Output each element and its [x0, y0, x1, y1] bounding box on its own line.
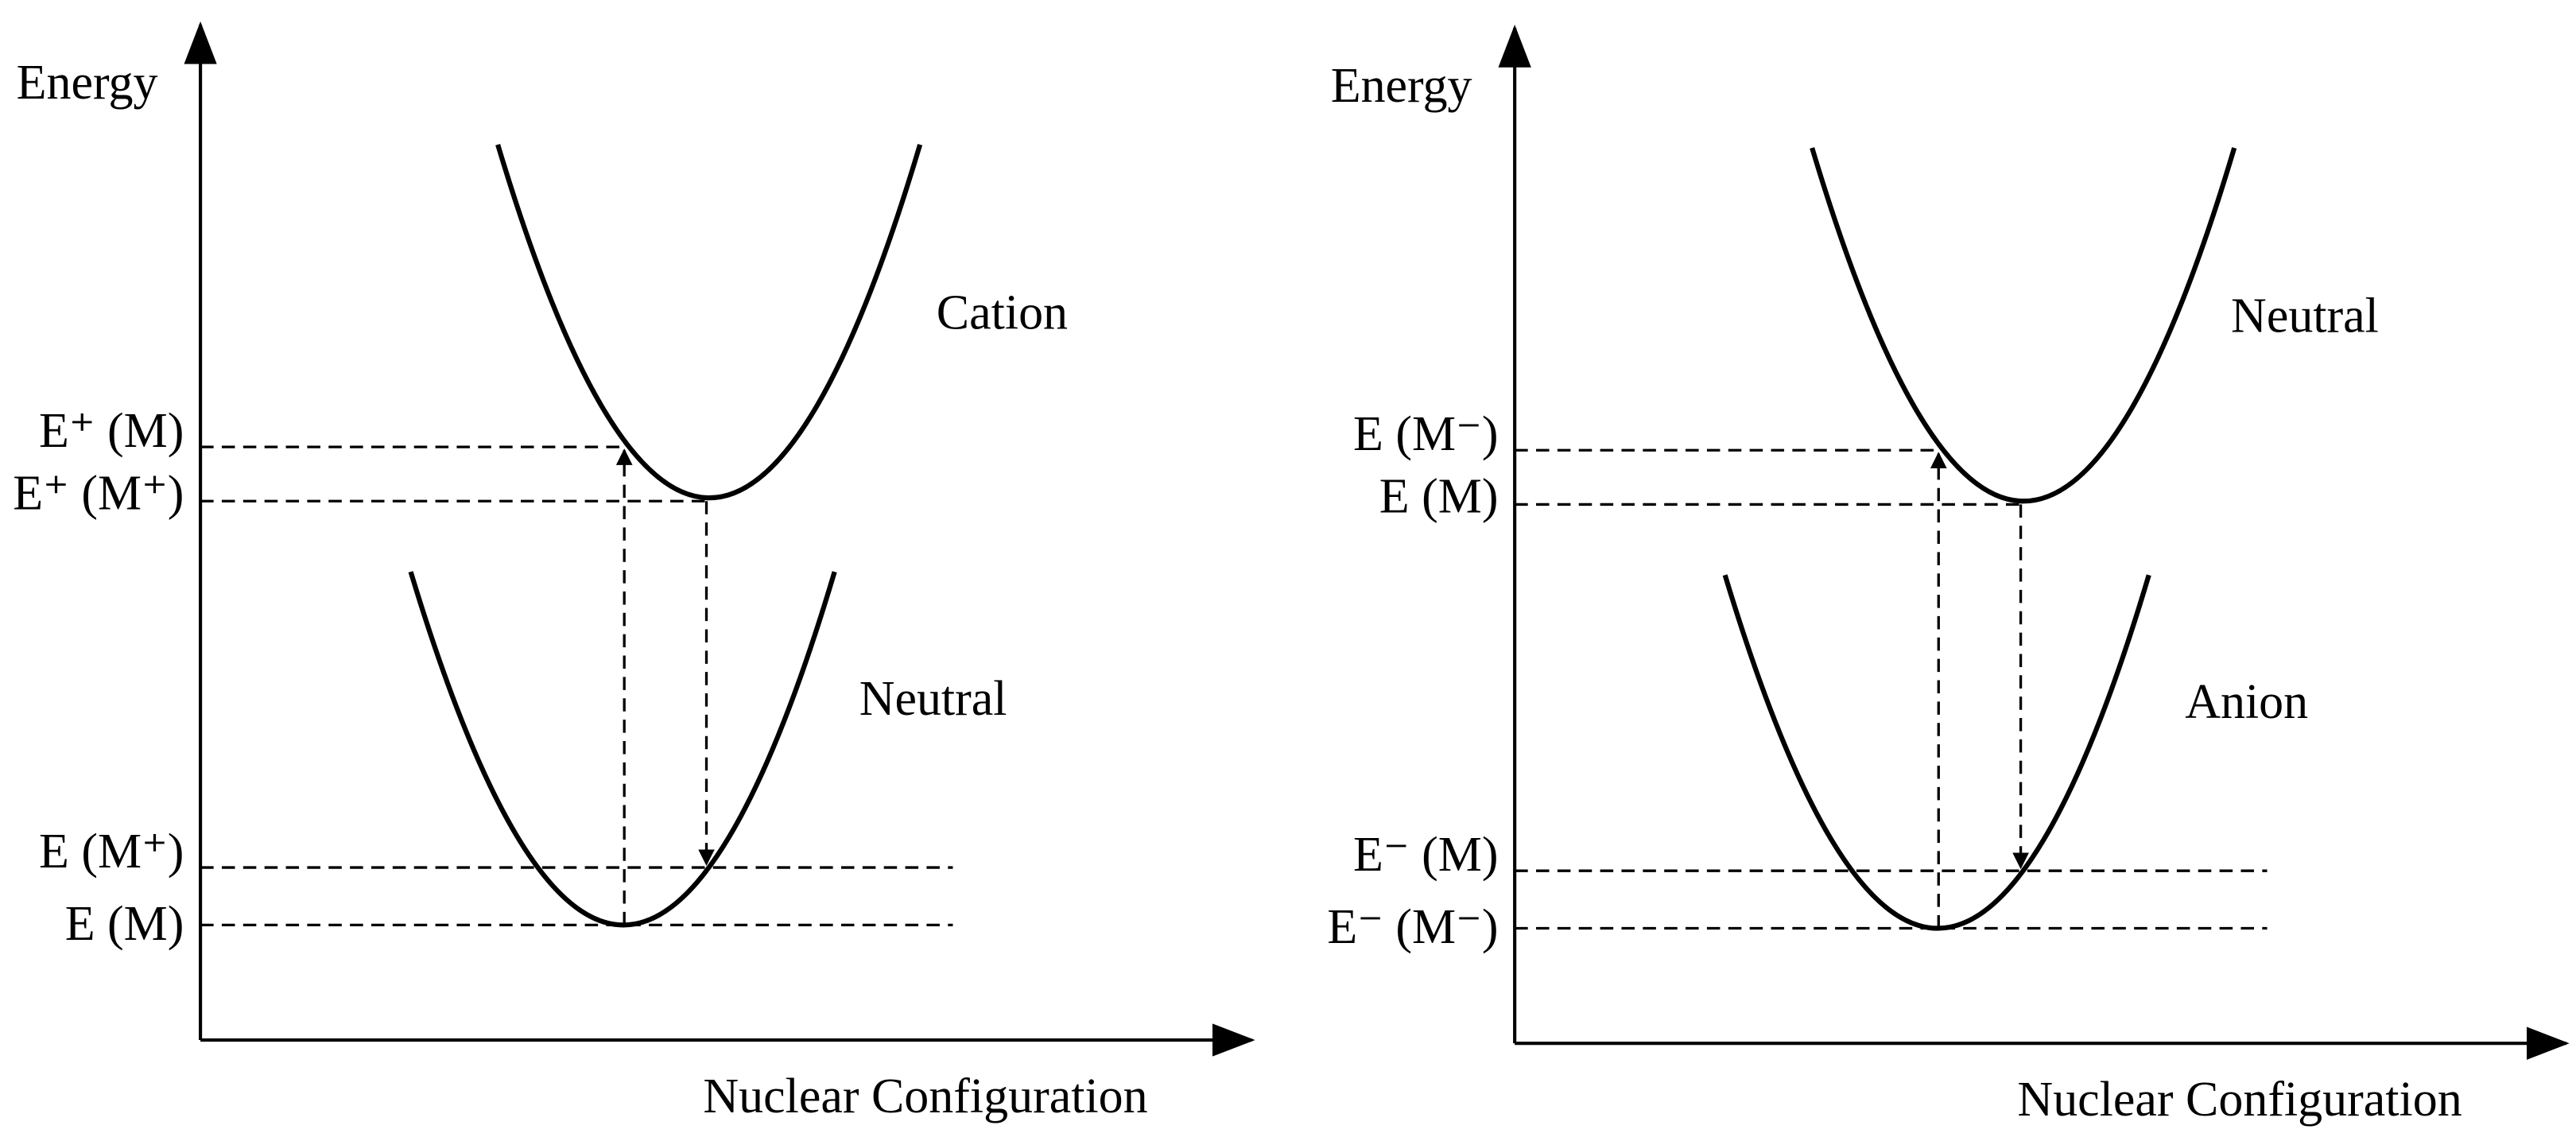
lower-curve [1722, 574, 2151, 931]
lower-curve [408, 571, 837, 928]
level-label: E⁻ (M) [1353, 828, 1498, 882]
level-label: E (M⁺) [39, 825, 184, 879]
x-axis-label: Nuclear Configuration [703, 1069, 1147, 1123]
level-label: E⁻ (M⁻) [1327, 900, 1498, 954]
panel: Energy Nuclear Configuration Cation Neutral… [13, 21, 1255, 1123]
panel: Energy Nuclear Configuration Neutral Anion E… [1327, 25, 2570, 1127]
level-label: E (M) [65, 897, 184, 951]
y-axis-label: Energy [1331, 59, 1472, 113]
upper-curve [1810, 147, 2237, 504]
level-label: E (M) [1379, 470, 1499, 524]
level-label: E (M⁻) [1353, 407, 1498, 461]
upper-curve [495, 143, 923, 501]
upper-curve-label: Cation [937, 285, 1068, 340]
level-label: E⁺ (M) [39, 404, 184, 458]
upper-curve-label: Neutral [2231, 289, 2379, 343]
lower-curve-label: Neutral [859, 672, 1007, 726]
x-axis-label: Nuclear Configuration [2017, 1073, 2462, 1127]
lower-curve-label: Anion [2185, 675, 2308, 729]
level-label: E⁺ (M⁺) [13, 467, 184, 521]
y-axis-label: Energy [17, 56, 158, 110]
